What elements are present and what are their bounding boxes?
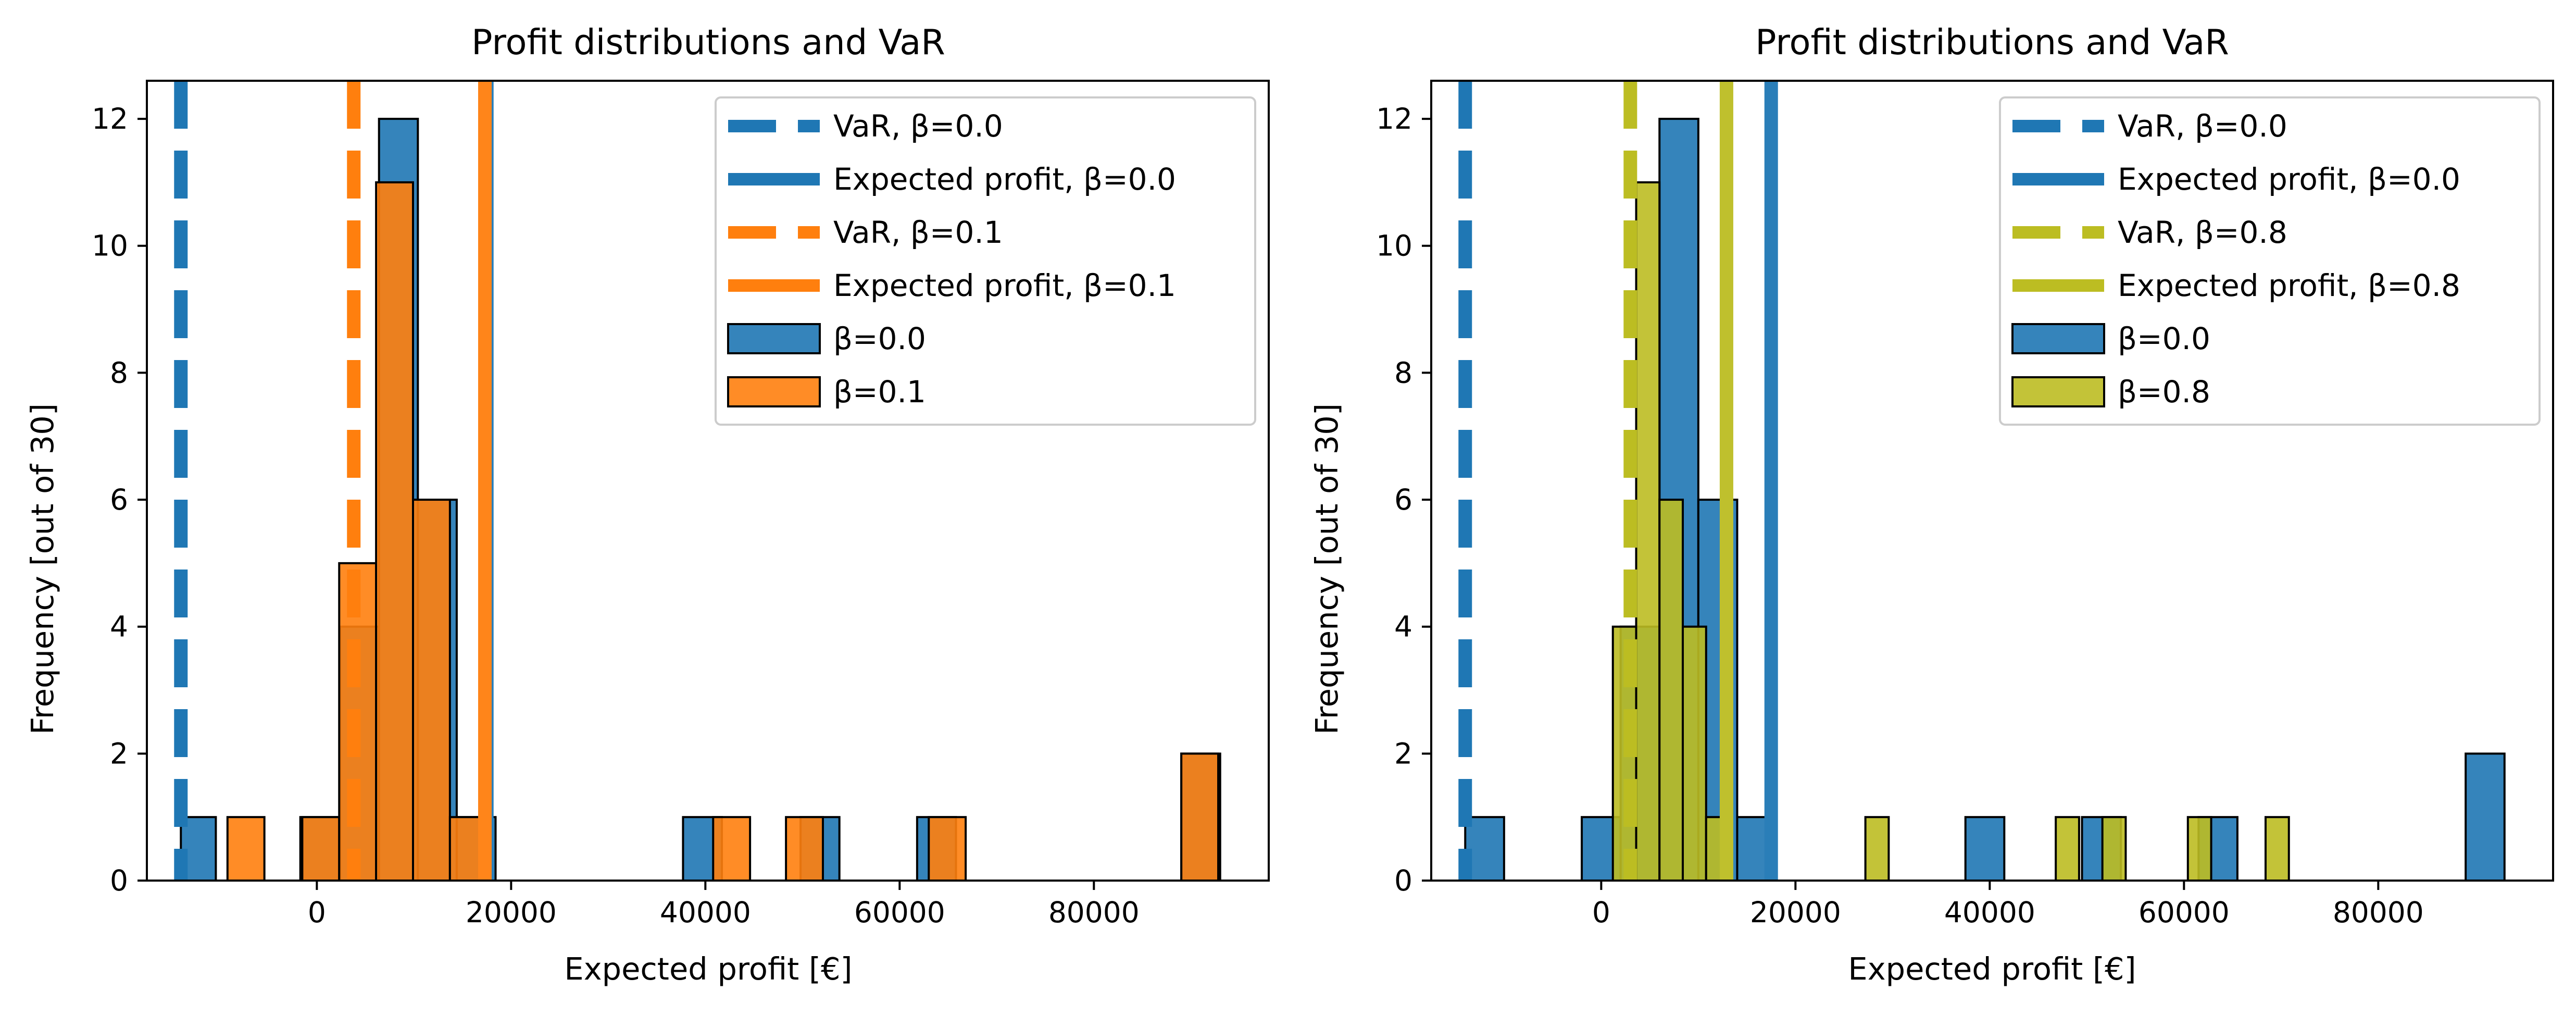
x-tick-label: 20000 bbox=[466, 896, 557, 929]
legend-label: β=0.1 bbox=[833, 374, 926, 410]
y-tick-label: 6 bbox=[110, 483, 128, 516]
legend-box bbox=[715, 96, 1256, 426]
y-tick-label: 8 bbox=[110, 356, 128, 389]
axes-frame bbox=[146, 80, 1270, 882]
histogram-bar bbox=[2465, 752, 2506, 881]
histogram-bar bbox=[2101, 816, 2127, 881]
histogram-bar bbox=[2264, 816, 2290, 881]
y-tick-label: 8 bbox=[1394, 356, 1412, 389]
histogram-bar bbox=[1682, 625, 1707, 881]
y-tick-label: 12 bbox=[1376, 102, 1412, 135]
legend-label: VaR, β=0.8 bbox=[2118, 215, 2287, 250]
axes-frame bbox=[1430, 80, 2554, 882]
y-tick-label: 4 bbox=[1394, 610, 1412, 643]
legend-label: β=0.8 bbox=[2118, 374, 2210, 410]
legend-label: Expected profit, β=0.1 bbox=[833, 268, 1176, 303]
histogram-bar bbox=[1180, 752, 1220, 881]
chart-title: Profit distributions and VaR bbox=[471, 22, 945, 63]
y-tick-label: 10 bbox=[92, 229, 128, 263]
histogram-bar bbox=[411, 499, 451, 881]
histogram-bar bbox=[785, 816, 824, 881]
y-tick-label: 6 bbox=[1394, 483, 1412, 516]
legend-label: VaR, β=0.1 bbox=[833, 215, 1003, 250]
left-chart-panel: Profit distributions and VaR Expected pr… bbox=[24, 22, 1270, 987]
y-axis-label: Frequency [out of 30] bbox=[24, 403, 60, 735]
legend-label: VaR, β=0.0 bbox=[2118, 108, 2287, 144]
histogram-bar bbox=[1964, 816, 2006, 881]
histogram-bar bbox=[1658, 499, 1684, 881]
histogram-bar bbox=[1864, 816, 1890, 881]
histogram-bar bbox=[928, 816, 967, 881]
x-axis-label: Expected profit [€] bbox=[564, 951, 852, 987]
x-tick-label: 0 bbox=[1592, 896, 1610, 929]
y-tick-label: 2 bbox=[1394, 737, 1412, 770]
plot-area bbox=[174, 81, 1221, 881]
x-tick-label: 80000 bbox=[2333, 896, 2424, 929]
histogram-bar bbox=[2055, 816, 2080, 881]
legend-label: VaR, β=0.0 bbox=[833, 108, 1003, 144]
x-tick-label: 0 bbox=[308, 896, 326, 929]
y-tick-label: 2 bbox=[110, 737, 128, 770]
x-tick-label: 60000 bbox=[854, 896, 945, 929]
legend: VaR, β=0.0 Expected profit, β=0.0 VaR, β=0… bbox=[1999, 96, 2541, 426]
legend-label: β=0.0 bbox=[2118, 321, 2210, 356]
histogram-bar bbox=[226, 816, 266, 881]
right-chart-panel: Profit distributions and VaR Expected pr… bbox=[1309, 22, 2554, 987]
legend-label: Expected profit, β=0.8 bbox=[2118, 268, 2460, 303]
x-tick-label: 80000 bbox=[1048, 896, 1140, 929]
histogram-bar bbox=[375, 181, 414, 881]
chart-title: Profit distributions and VaR bbox=[1755, 22, 2229, 63]
x-tick-label: 40000 bbox=[1944, 896, 2035, 929]
legend-label: Expected profit, β=0.0 bbox=[2118, 162, 2460, 197]
histogram-bar bbox=[712, 816, 752, 881]
legend-label: β=0.0 bbox=[833, 321, 926, 356]
x-tick-label: 60000 bbox=[2139, 896, 2230, 929]
legend-patch bbox=[2011, 376, 2105, 407]
y-tick-label: 0 bbox=[1394, 864, 1412, 897]
x-axis-label: Expected profit [€] bbox=[1848, 951, 2136, 987]
legend-box bbox=[1999, 96, 2541, 426]
x-tick-label: 40000 bbox=[660, 896, 751, 929]
legend-label: Expected profit, β=0.0 bbox=[833, 162, 1176, 197]
y-tick-label: 10 bbox=[1376, 229, 1412, 263]
histogram-bar bbox=[2186, 816, 2212, 881]
legend-patch bbox=[2011, 323, 2105, 354]
x-tick-label: 20000 bbox=[1750, 896, 1841, 929]
legend: VaR, β=0.0 Expected profit, β=0.0 VaR, β=0… bbox=[715, 96, 1256, 426]
legend-patch bbox=[727, 323, 821, 354]
plot-area bbox=[1458, 81, 2506, 881]
legend-patch bbox=[727, 376, 821, 407]
histogram-bar bbox=[301, 816, 341, 881]
y-axis-label: Frequency [out of 30] bbox=[1309, 403, 1345, 735]
histogram-bar bbox=[1635, 181, 1661, 881]
y-tick-label: 12 bbox=[92, 102, 128, 135]
y-tick-label: 0 bbox=[110, 864, 128, 897]
y-tick-label: 4 bbox=[110, 610, 128, 643]
